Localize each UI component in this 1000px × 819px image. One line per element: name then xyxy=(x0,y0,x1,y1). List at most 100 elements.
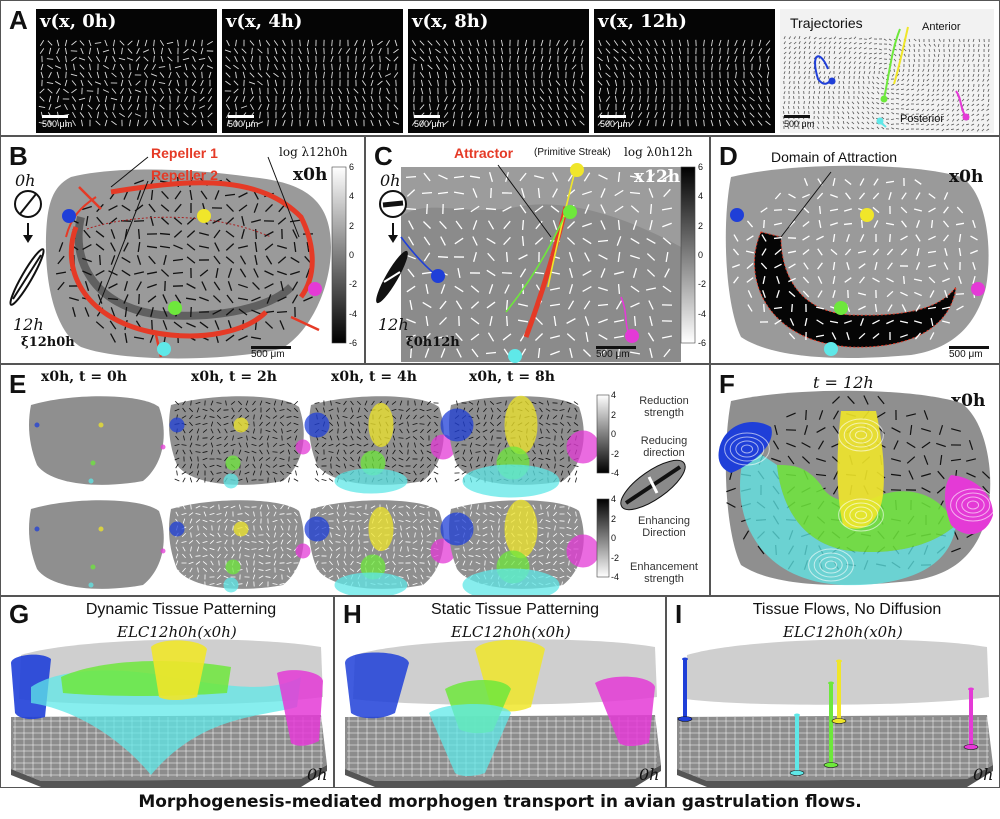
scale-bar-a1: 500 μm xyxy=(42,115,72,129)
panel-a: A v(x, 0h) 500 μm v(x, 4h) 500 μm v(x, 8… xyxy=(0,0,1000,136)
velocity-field-12h xyxy=(597,39,771,127)
panel-g-figure xyxy=(11,639,327,787)
panel-f: F t = 12h x0h xyxy=(710,364,1000,596)
i-subtitle: ELC12h0h(x0h) xyxy=(783,623,903,641)
attractor-label: Attractor xyxy=(454,145,514,161)
colorbar-tick: -6 xyxy=(349,338,358,348)
colorbar-tick: -4 xyxy=(611,468,620,478)
b-time-start: 0h xyxy=(15,171,36,190)
panel-b: B Repe xyxy=(0,136,365,364)
panel-i-figure xyxy=(677,639,993,787)
panel-i: I Tissue Flows, No Diffusion ELC12h0h(x0… xyxy=(666,596,1000,788)
colorbar-tick: -4 xyxy=(611,572,620,582)
velocity-field-4h xyxy=(224,39,400,127)
colorbar-tick: 2 xyxy=(611,409,617,420)
reducing-direction-label: Reducing direction xyxy=(640,435,688,459)
c-colorbar-label: log λ0h12h xyxy=(624,145,693,159)
e-frame-label-3: x0h, t = 8h xyxy=(469,369,555,385)
scale-bar-a2: 500 μm xyxy=(228,115,258,129)
velocity-frame-8h: v(x, 8h) 500 μm xyxy=(408,9,589,133)
colorbar-tick: -2 xyxy=(349,279,358,290)
colorbar-tick: 6 xyxy=(698,162,704,172)
colorbar-tick: -4 xyxy=(698,308,707,319)
panel-e-figure xyxy=(29,394,686,595)
panel-h: H Static Tissue Patterning ELC12h0h(x0h)… xyxy=(334,596,666,788)
panel-i-letter: I xyxy=(675,599,683,629)
colorbar-tick: -2 xyxy=(611,448,620,459)
colorbar-tick: -2 xyxy=(611,552,620,563)
scale-bar-a3: 500 μm xyxy=(414,115,444,129)
panel-h-figure xyxy=(345,639,661,787)
colorbar-tick: 0 xyxy=(698,250,704,260)
posterior-label: Posterior xyxy=(900,113,945,125)
repeller-2-label: Repeller 2 xyxy=(151,167,218,183)
velocity-frame-12h: v(x, 12h) 500 μm xyxy=(594,9,775,133)
panel-c-figure xyxy=(376,163,696,363)
f-time-label: t = 12h xyxy=(813,373,874,392)
e-frame-label-2: x0h, t = 4h xyxy=(331,369,417,385)
panel-c: C Attractor (Primitive Streak) 0h 12h x1… xyxy=(365,136,710,364)
c-scale-label: 500 μm xyxy=(596,349,630,360)
trajectories-field xyxy=(782,26,990,132)
enhancement-strength-label: Enhancement strength xyxy=(630,561,698,585)
colorbar-tick: -2 xyxy=(698,279,707,290)
scale-bar-a5: 500 μm xyxy=(784,115,814,129)
e-frame-label-0: x0h, t = 0h xyxy=(41,369,127,385)
frame-label-12h: v(x, 12h) xyxy=(598,11,687,32)
colorbar-tick: 6 xyxy=(349,162,355,172)
colorbar-tick: 2 xyxy=(611,513,617,524)
colorbar-tick: 2 xyxy=(349,220,355,231)
g-subtitle: ELC12h0h(x0h) xyxy=(117,623,237,641)
b-colorbar-label: log λ12h0h xyxy=(279,145,348,159)
reduction-strength-label: Reduction strength xyxy=(639,395,689,419)
panel-e: E x0h, t = 0h x0h, t = 2h x0h, t = 4h x0… xyxy=(0,364,710,596)
velocity-field-8h xyxy=(411,39,585,127)
panel-c-letter: C xyxy=(374,141,393,171)
domain-label: Domain of Attraction xyxy=(771,149,898,165)
colorbar-tick: -4 xyxy=(349,308,358,319)
panel-d-letter: D xyxy=(719,141,738,171)
c-field-label: ξ0h12h xyxy=(406,335,460,350)
c-time-start: 0h xyxy=(380,171,401,190)
frame-label-8h: v(x, 8h) xyxy=(412,11,489,32)
colorbar-tick: 4 xyxy=(611,494,617,504)
i-corner-label: 0h xyxy=(973,765,994,784)
colorbar-tick: 2 xyxy=(698,220,704,231)
colorbar-tick: 4 xyxy=(698,191,704,202)
d-x-label: x0h xyxy=(949,167,984,187)
scale-bar-a4: 500 μm xyxy=(600,115,630,129)
colorbar-tick: 0 xyxy=(611,429,617,439)
b-scale-label: 500 μm xyxy=(251,349,285,360)
panel-d-figure xyxy=(725,165,989,358)
figure-caption: Morphogenesis-mediated morphogen transpo… xyxy=(138,792,862,812)
c-x-label: x12h xyxy=(634,167,681,187)
d-scale-label: 500 μm xyxy=(949,349,983,360)
velocity-field-0h xyxy=(38,39,214,127)
h-title: Static Tissue Patterning xyxy=(430,601,600,618)
panel-g: G Dynamic Tissue Patterning ELC12h0h(x0h… xyxy=(0,596,334,788)
colorbar-tick: 4 xyxy=(349,191,355,202)
colorbar-tick: 0 xyxy=(349,250,355,260)
panel-a-letter: A xyxy=(9,5,28,35)
anterior-label: Anterior xyxy=(922,21,961,33)
colorbar-tick: 4 xyxy=(611,390,617,400)
h-subtitle: ELC12h0h(x0h) xyxy=(451,623,571,641)
frame-label-4h: v(x, 4h) xyxy=(226,11,303,32)
velocity-frame-0h: v(x, 0h) 500 μm xyxy=(36,9,217,133)
colorbar-tick: -6 xyxy=(698,338,707,348)
panel-h-letter: H xyxy=(343,599,362,629)
attractor-note: (Primitive Streak) xyxy=(534,147,611,158)
h-corner-label: 0h xyxy=(639,765,660,784)
panel-b-letter: B xyxy=(9,141,28,171)
g-corner-label: 0h xyxy=(307,765,328,784)
frame-label-0h: v(x, 0h) xyxy=(40,11,117,32)
b-x-label: x0h xyxy=(293,165,328,185)
e-frame-label-1: x0h, t = 2h xyxy=(191,369,277,385)
panel-d: D Domain of Attraction x0h 500 μm xyxy=(710,136,1000,364)
trajectories-frame: Trajectories Anterior Posterior 500 μm xyxy=(780,9,994,133)
enhancing-direction-label: Enhancing Direction xyxy=(638,515,690,539)
panel-f-letter: F xyxy=(719,369,735,399)
c-time-end: 12h xyxy=(378,315,409,334)
g-title: Dynamic Tissue Patterning xyxy=(85,601,277,618)
colorbar-tick: 0 xyxy=(611,533,617,543)
